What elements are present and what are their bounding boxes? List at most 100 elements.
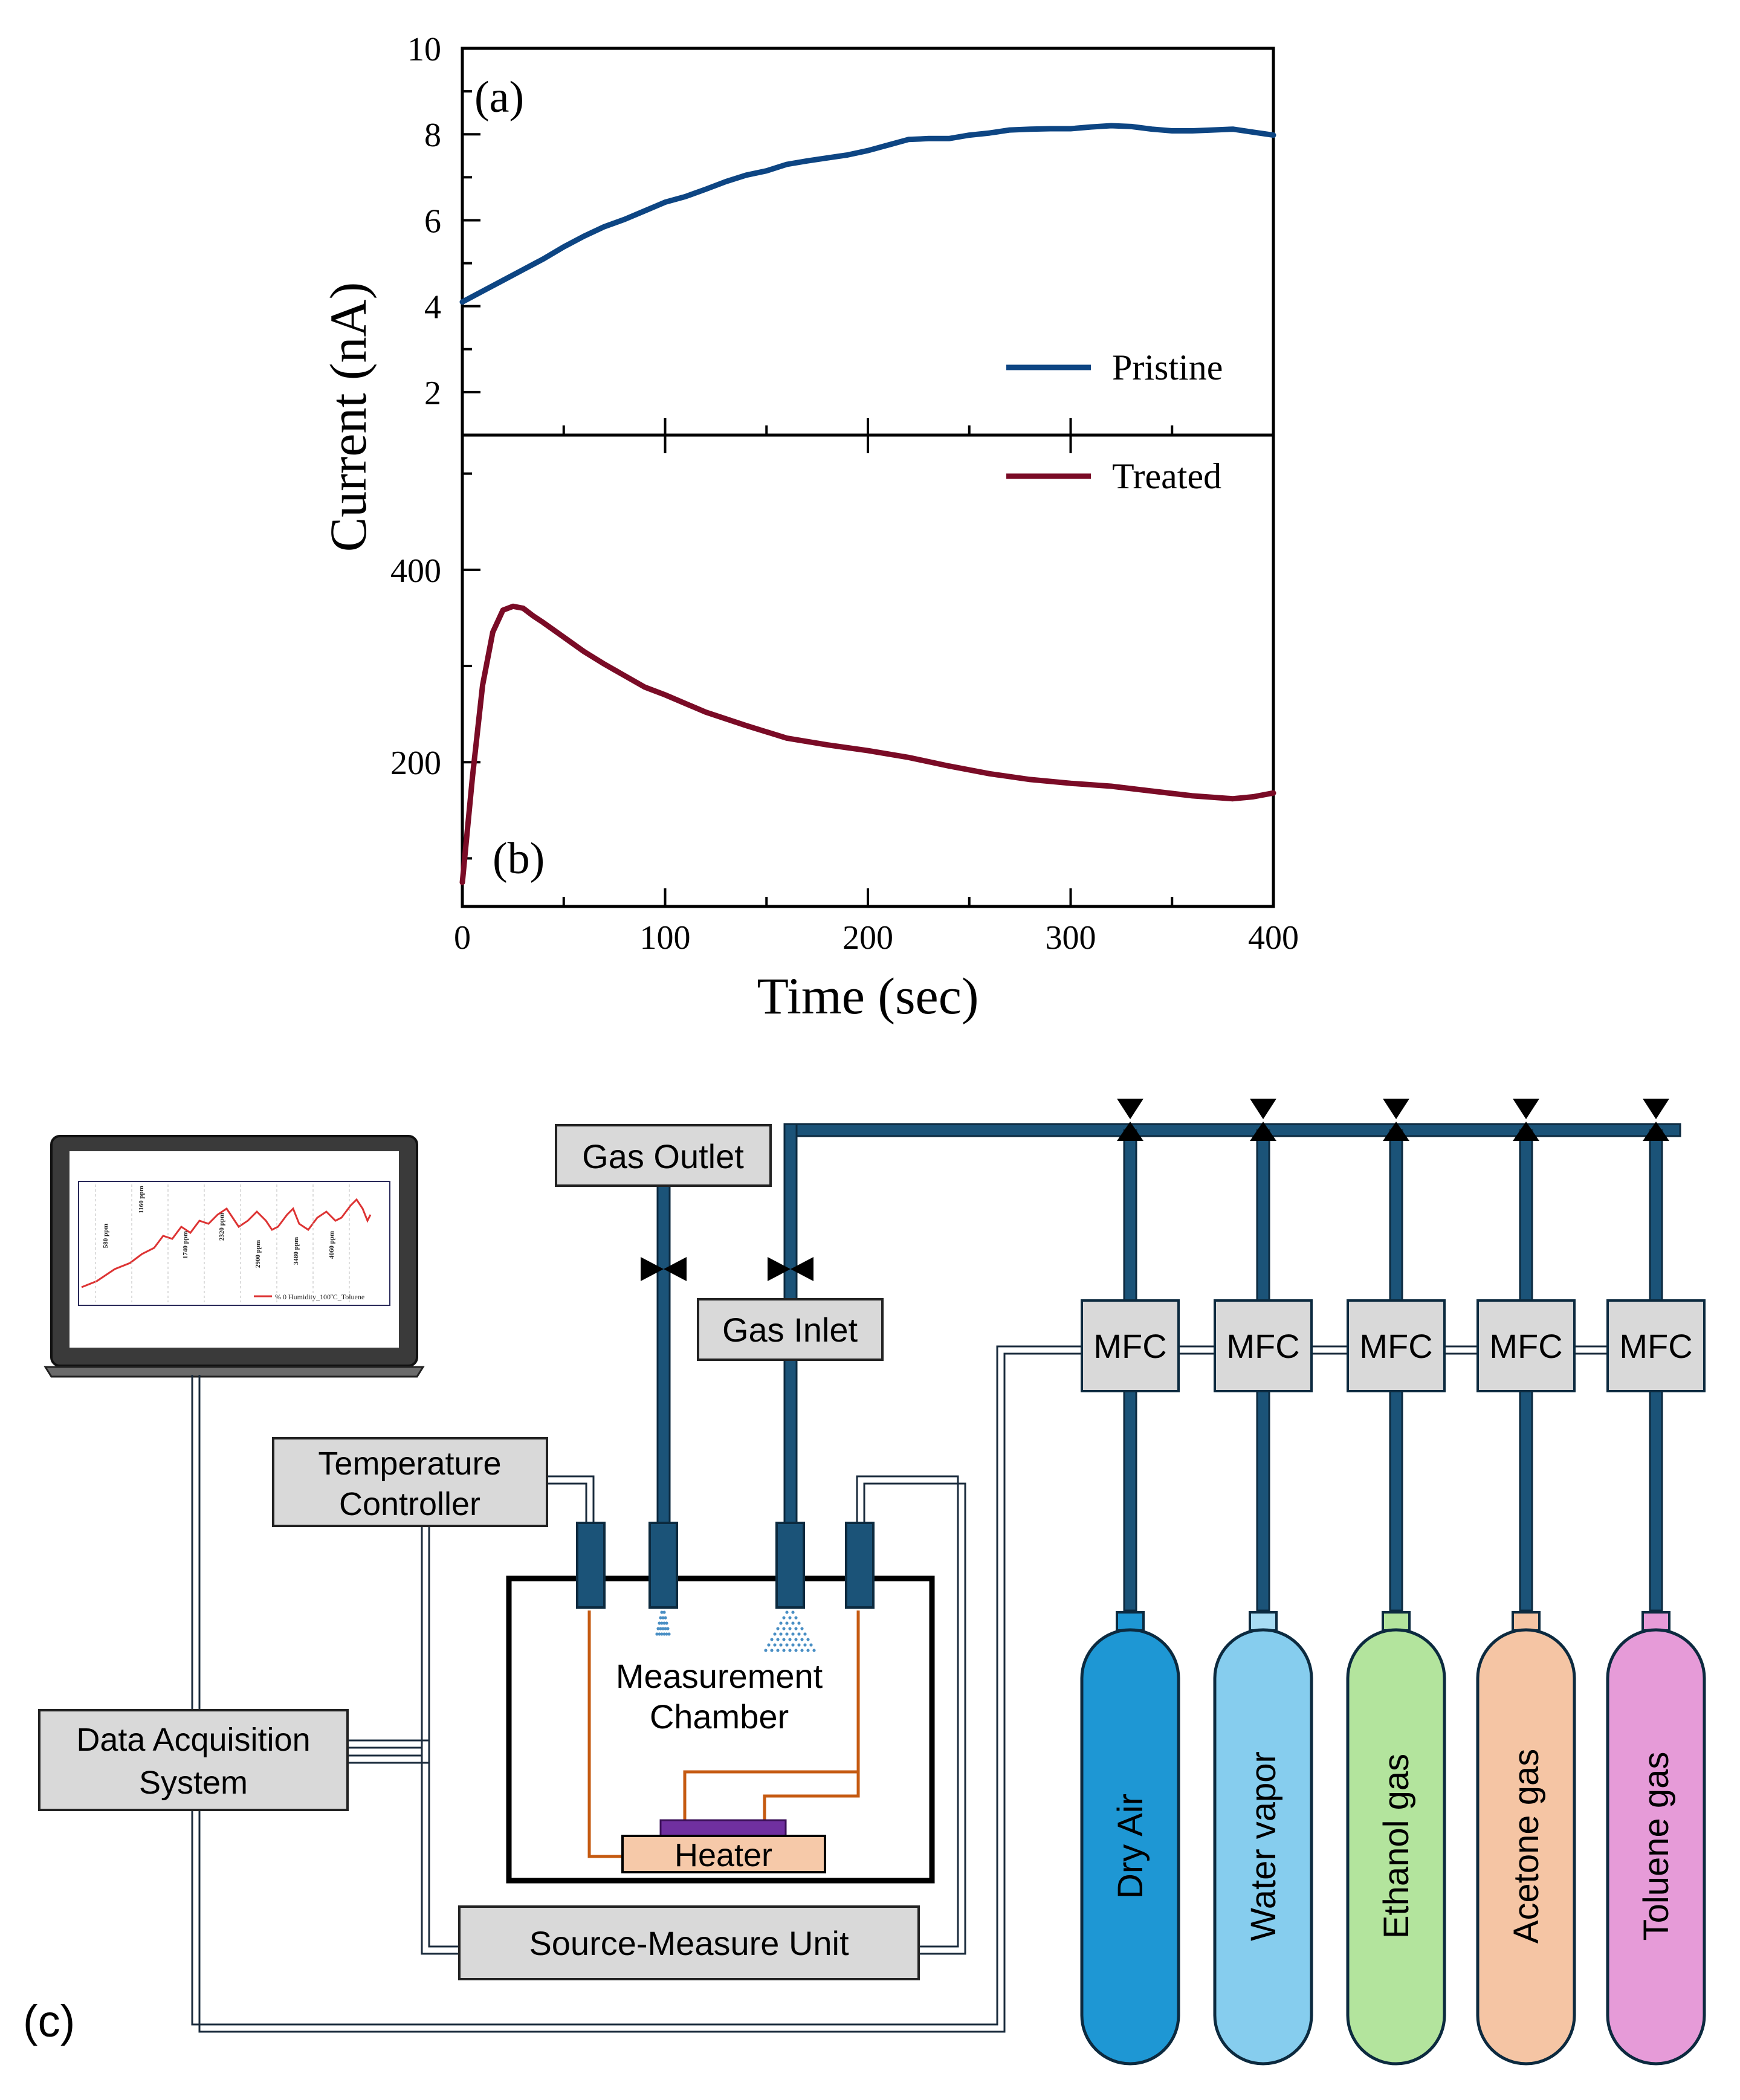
spray-dot — [662, 1632, 666, 1636]
legend-label-pristine: Pristine — [1112, 347, 1223, 387]
spray-dot — [662, 1611, 666, 1614]
gas-outlet-box — [555, 1124, 772, 1187]
spray-dot — [782, 1638, 786, 1641]
port-inlet — [775, 1522, 805, 1609]
panel-b-xtick-label: 400 — [1248, 919, 1299, 957]
gas-cylinder — [1080, 1628, 1180, 2066]
spray-dot — [773, 1632, 777, 1636]
manifold-valve-bottom-icon — [1383, 1122, 1409, 1141]
sensor-sample — [659, 1819, 787, 1837]
screen-concentration-label: 4060 ppm — [328, 1231, 335, 1259]
outlet-pipe — [656, 1183, 671, 1530]
gas-inlet-box — [697, 1298, 884, 1361]
manifold-valve-bottom-icon — [1513, 1122, 1539, 1141]
spray-dot — [806, 1638, 810, 1641]
data-acquisition-label-line1: Data Acquisition — [76, 1722, 310, 1758]
gas-spray-icons — [655, 1611, 816, 1652]
spray-dot — [812, 1649, 816, 1652]
gas-outlet-label: Gas Outlet — [582, 1137, 744, 1175]
screen-plot-frame — [78, 1181, 390, 1306]
spray-dot — [788, 1627, 792, 1630]
charts: 2 4 6 8 10 200 400 0 100 200 300 400 (a) (b) Curre… — [319, 31, 1299, 1025]
spray-dot — [661, 1627, 665, 1630]
cable-tc-chamber-b — [547, 1475, 595, 1529]
spray-dot — [782, 1627, 786, 1630]
spray-dot — [800, 1627, 804, 1630]
screen-concentration-label: 580 ppm — [102, 1224, 109, 1249]
heater-box — [621, 1835, 826, 1873]
heater-label: Heater — [674, 1837, 772, 1873]
screen-concentration-labels: 580 ppm 1160 ppm 1740 ppm 2320 ppm 2900 ppm 3… — [95, 1184, 350, 1302]
series-line-treated — [459, 603, 1276, 885]
gas-cylinder — [1346, 1628, 1446, 2066]
spray-dot — [794, 1616, 798, 1620]
spray-dot — [660, 1611, 664, 1614]
manifold-valve-top-icon — [1117, 1099, 1143, 1119]
spray-dot — [779, 1632, 783, 1636]
mfc-label: MFC — [1619, 1327, 1692, 1365]
spray-dot — [794, 1627, 798, 1630]
manifold-valve-top-icon — [1643, 1099, 1669, 1119]
spray-dot — [770, 1638, 774, 1641]
spray-dot — [788, 1649, 792, 1652]
panel-b-xtick-label: 0 — [454, 919, 471, 957]
spray-dot — [658, 1621, 661, 1625]
spray-dot — [785, 1611, 789, 1614]
mass-flow-controllers: MFC MFC MFC MFC MFC — [1081, 1299, 1706, 1392]
panel-a-label: (a) — [474, 73, 524, 122]
data-acquisition-box — [38, 1709, 349, 1811]
spray-dot — [782, 1616, 786, 1620]
manifold-valve-icons — [1117, 1099, 1669, 1141]
cable-daq-smu-a — [348, 1754, 459, 1955]
cylinder-cap — [1249, 1611, 1278, 1632]
inlet-valve-icon — [768, 1257, 813, 1281]
spray-dot — [767, 1643, 771, 1647]
gas-cylinders: Dry Air Water vapor Ethanol gas Acetone gas… — [1080, 1611, 1706, 2066]
spray-dot — [776, 1649, 780, 1652]
panel-b-ytick-label: 400 — [390, 552, 441, 590]
cylinder-label: Dry Air — [1111, 1794, 1150, 1899]
spray-dot — [791, 1611, 795, 1614]
spray-dot — [660, 1632, 664, 1636]
screen-concentration-label: 1160 ppm — [138, 1186, 145, 1213]
panel-b-ytick-label: 200 — [390, 745, 441, 782]
mfc-box — [1081, 1299, 1180, 1392]
manifold-valve-top-icon — [1383, 1099, 1409, 1119]
panel-b-xtick-label: 200 — [843, 919, 893, 957]
spray-dot — [785, 1621, 789, 1625]
x-axis-label: Time (sec) — [757, 967, 978, 1025]
temperature-controller-box — [272, 1437, 548, 1527]
spray-dot — [656, 1627, 660, 1630]
spray-dot — [664, 1616, 667, 1620]
cylinder-label: Acetone gas — [1507, 1749, 1546, 1943]
source-measure-unit-box — [458, 1905, 920, 1980]
setup-diagram: (c) 580 ppm 1160 ppm 1740 ppm 2320 ppm 2900 … — [23, 1099, 1706, 2066]
temperature-controller-label-line2: Controller — [339, 1486, 480, 1522]
spray-dot — [797, 1621, 801, 1625]
spray-dot — [785, 1643, 789, 1647]
panel-a-ytick-label: 6 — [424, 202, 441, 240]
spray-dot — [797, 1643, 801, 1647]
spray-dot — [776, 1638, 780, 1641]
spray-dot — [662, 1621, 666, 1625]
measurement-chamber-label-line1: Measurement — [616, 1657, 823, 1695]
manifold-pipe — [783, 1123, 1681, 1137]
spray-dot — [779, 1621, 783, 1625]
spray-dot — [776, 1627, 780, 1630]
spray-dot — [800, 1649, 804, 1652]
spray-dot — [764, 1649, 768, 1652]
source-measure-unit-label: Source-Measure Unit — [529, 1924, 849, 1962]
spray-dot — [794, 1649, 798, 1652]
gas-inlet-label: Gas Inlet — [722, 1311, 858, 1349]
panel-a-ticks: 2 4 6 8 10 — [407, 31, 1174, 436]
measurement-chamber-label-line2: Chamber — [650, 1698, 789, 1736]
gas-cylinder — [1606, 1628, 1706, 2066]
cable-smu-chamber-b — [856, 1475, 959, 1948]
mfc-label: MFC — [1359, 1327, 1432, 1365]
spray-dot — [661, 1616, 665, 1620]
cable-daq-tc-a — [348, 1739, 430, 1798]
spray-dot — [782, 1649, 786, 1652]
port-outlet — [648, 1522, 678, 1609]
electrode-wires — [587, 1611, 860, 1858]
